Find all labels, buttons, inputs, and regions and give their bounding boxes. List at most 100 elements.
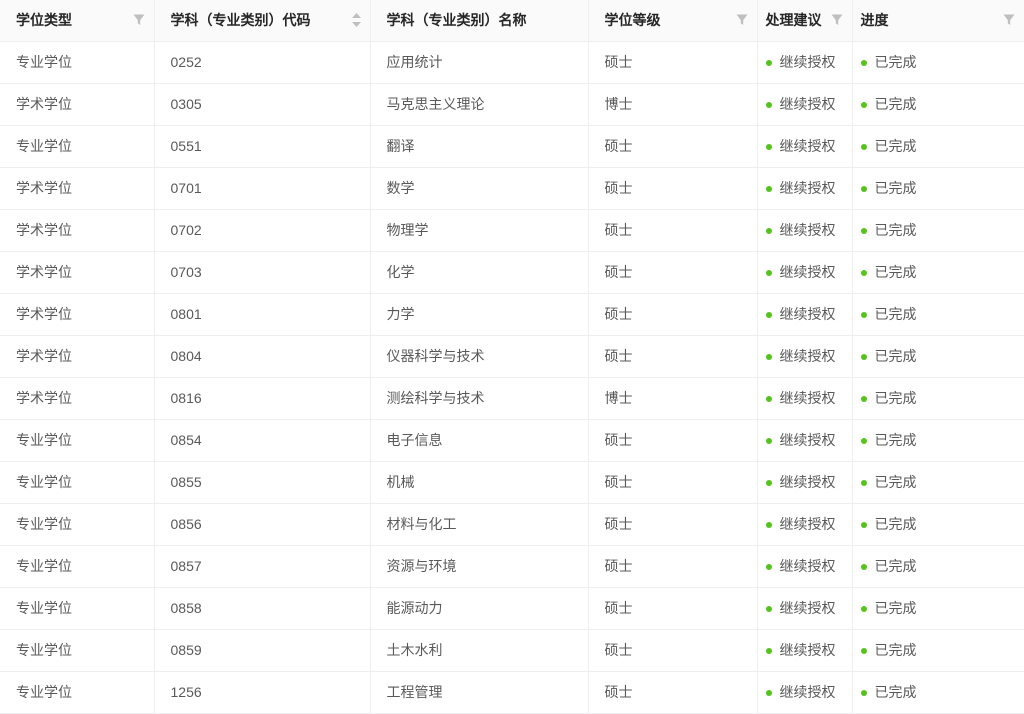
cell-advice: 继续授权 (757, 419, 853, 462)
column-header-subject-code[interactable]: 学科（专业类别）代码 (154, 0, 371, 42)
advice-text: 继续授权 (779, 264, 836, 280)
column-label-progress: 进度 (860, 12, 889, 29)
cell-subject-code: 0703 (154, 251, 371, 294)
cell-degree-level: 硕士 (588, 167, 758, 210)
cell-subject-code: 0857 (154, 545, 371, 588)
table-row: 专业学位 0859 土木水利 硕士 继续授权 已完成 (0, 629, 1024, 672)
status-dot (860, 480, 867, 486)
column-header-subject-name: 学科（专业类别）名称 (370, 0, 589, 42)
status-dot (860, 102, 867, 108)
progress-text: 已完成 (874, 96, 917, 112)
status-dot (860, 270, 867, 276)
progress-text: 已完成 (874, 390, 917, 406)
status-dot (765, 102, 772, 108)
status-dot (765, 438, 772, 444)
cell-degree-level: 博士 (588, 377, 758, 420)
status-dot (765, 480, 772, 486)
cell-advice: 继续授权 (757, 587, 853, 630)
cell-progress: 已完成 (852, 587, 1024, 630)
filter-icon[interactable] (831, 14, 843, 26)
cell-degree-level: 硕士 (588, 461, 758, 504)
progress-text: 已完成 (874, 138, 917, 154)
table-row: 学术学位 0801 力学 硕士 继续授权 已完成 (0, 293, 1024, 336)
advice-text: 继续授权 (779, 54, 836, 70)
cell-advice: 继续授权 (757, 503, 853, 546)
column-label-degree-type: 学位类型 (16, 12, 72, 29)
cell-subject-code: 0855 (154, 461, 371, 504)
table-row: 专业学位 0855 机械 硕士 继续授权 已完成 (0, 461, 1024, 504)
progress-text: 已完成 (874, 516, 917, 532)
column-header-degree-type[interactable]: 学位类型 (0, 0, 155, 42)
cell-degree-type: 专业学位 (0, 125, 155, 168)
column-label-degree-level: 学位等级 (604, 12, 661, 29)
cell-degree-level: 硕士 (588, 125, 758, 168)
advice-text: 继续授权 (779, 600, 836, 616)
cell-progress: 已完成 (852, 251, 1024, 294)
advice-text: 继续授权 (779, 558, 836, 574)
cell-subject-code: 0859 (154, 629, 371, 672)
cell-advice: 继续授权 (757, 335, 853, 378)
advice-text: 继续授权 (779, 390, 836, 406)
advice-text: 继续授权 (779, 222, 836, 238)
cell-progress: 已完成 (852, 545, 1024, 588)
table-body: 专业学位 0252 应用统计 硕士 继续授权 已完成 学术学位 0305 马克思… (0, 41, 1024, 714)
cell-advice: 继续授权 (757, 293, 853, 336)
cell-subject-name: 马克思主义理论 (370, 83, 589, 126)
cell-subject-code: 0551 (154, 125, 371, 168)
cell-subject-name: 土木水利 (370, 629, 589, 672)
status-dot (860, 354, 867, 360)
cell-subject-code: 0702 (154, 209, 371, 252)
advice-text: 继续授权 (779, 474, 836, 490)
column-label-subject-code: 学科（专业类别）代码 (170, 12, 311, 29)
column-header-progress[interactable]: 进度 (852, 0, 1024, 42)
cell-subject-name: 机械 (370, 461, 589, 504)
advice-text: 继续授权 (779, 642, 836, 658)
table-row: 专业学位 0857 资源与环境 硕士 继续授权 已完成 (0, 545, 1024, 588)
filter-icon[interactable] (1003, 14, 1015, 26)
table-row: 学术学位 0702 物理学 硕士 继续授权 已完成 (0, 209, 1024, 252)
advice-text: 继续授权 (779, 96, 836, 112)
cell-advice: 继续授权 (757, 41, 853, 84)
status-dot (765, 522, 772, 528)
table-row: 专业学位 0551 翻译 硕士 继续授权 已完成 (0, 125, 1024, 168)
column-header-advice[interactable]: 处理建议 (757, 0, 853, 42)
cell-subject-code: 0858 (154, 587, 371, 630)
status-dot (765, 228, 772, 234)
cell-subject-code: 1256 (154, 671, 371, 714)
progress-text: 已完成 (874, 180, 917, 196)
column-header-degree-level[interactable]: 学位等级 (588, 0, 758, 42)
progress-text: 已完成 (874, 348, 917, 364)
advice-text: 继续授权 (779, 348, 836, 364)
table-row: 学术学位 0804 仪器科学与技术 硕士 继续授权 已完成 (0, 335, 1024, 378)
cell-degree-type: 学术学位 (0, 167, 155, 210)
cell-progress: 已完成 (852, 83, 1024, 126)
cell-subject-code: 0701 (154, 167, 371, 210)
cell-progress: 已完成 (852, 671, 1024, 714)
cell-degree-type: 学术学位 (0, 209, 155, 252)
cell-progress: 已完成 (852, 41, 1024, 84)
cell-advice: 继续授权 (757, 545, 853, 588)
advice-text: 继续授权 (779, 138, 836, 154)
filter-icon[interactable] (133, 14, 145, 26)
cell-advice: 继续授权 (757, 377, 853, 420)
cell-degree-level: 硕士 (588, 545, 758, 588)
cell-degree-type: 专业学位 (0, 629, 155, 672)
cell-subject-code: 0252 (154, 41, 371, 84)
table-row: 专业学位 1256 工程管理 硕士 继续授权 已完成 (0, 671, 1024, 714)
progress-text: 已完成 (874, 474, 917, 490)
advice-text: 继续授权 (779, 306, 836, 322)
table-row: 专业学位 0856 材料与化工 硕士 继续授权 已完成 (0, 503, 1024, 546)
cell-progress: 已完成 (852, 377, 1024, 420)
cell-subject-code: 0856 (154, 503, 371, 546)
cell-degree-level: 硕士 (588, 335, 758, 378)
progress-text: 已完成 (874, 264, 917, 280)
filter-icon[interactable] (736, 14, 748, 26)
status-dot (860, 522, 867, 528)
status-dot (765, 270, 772, 276)
status-dot (860, 396, 867, 402)
status-dot (860, 648, 867, 654)
cell-advice: 继续授权 (757, 125, 853, 168)
sorter-icon[interactable] (351, 13, 361, 28)
status-dot (860, 690, 867, 696)
progress-text: 已完成 (874, 54, 917, 70)
